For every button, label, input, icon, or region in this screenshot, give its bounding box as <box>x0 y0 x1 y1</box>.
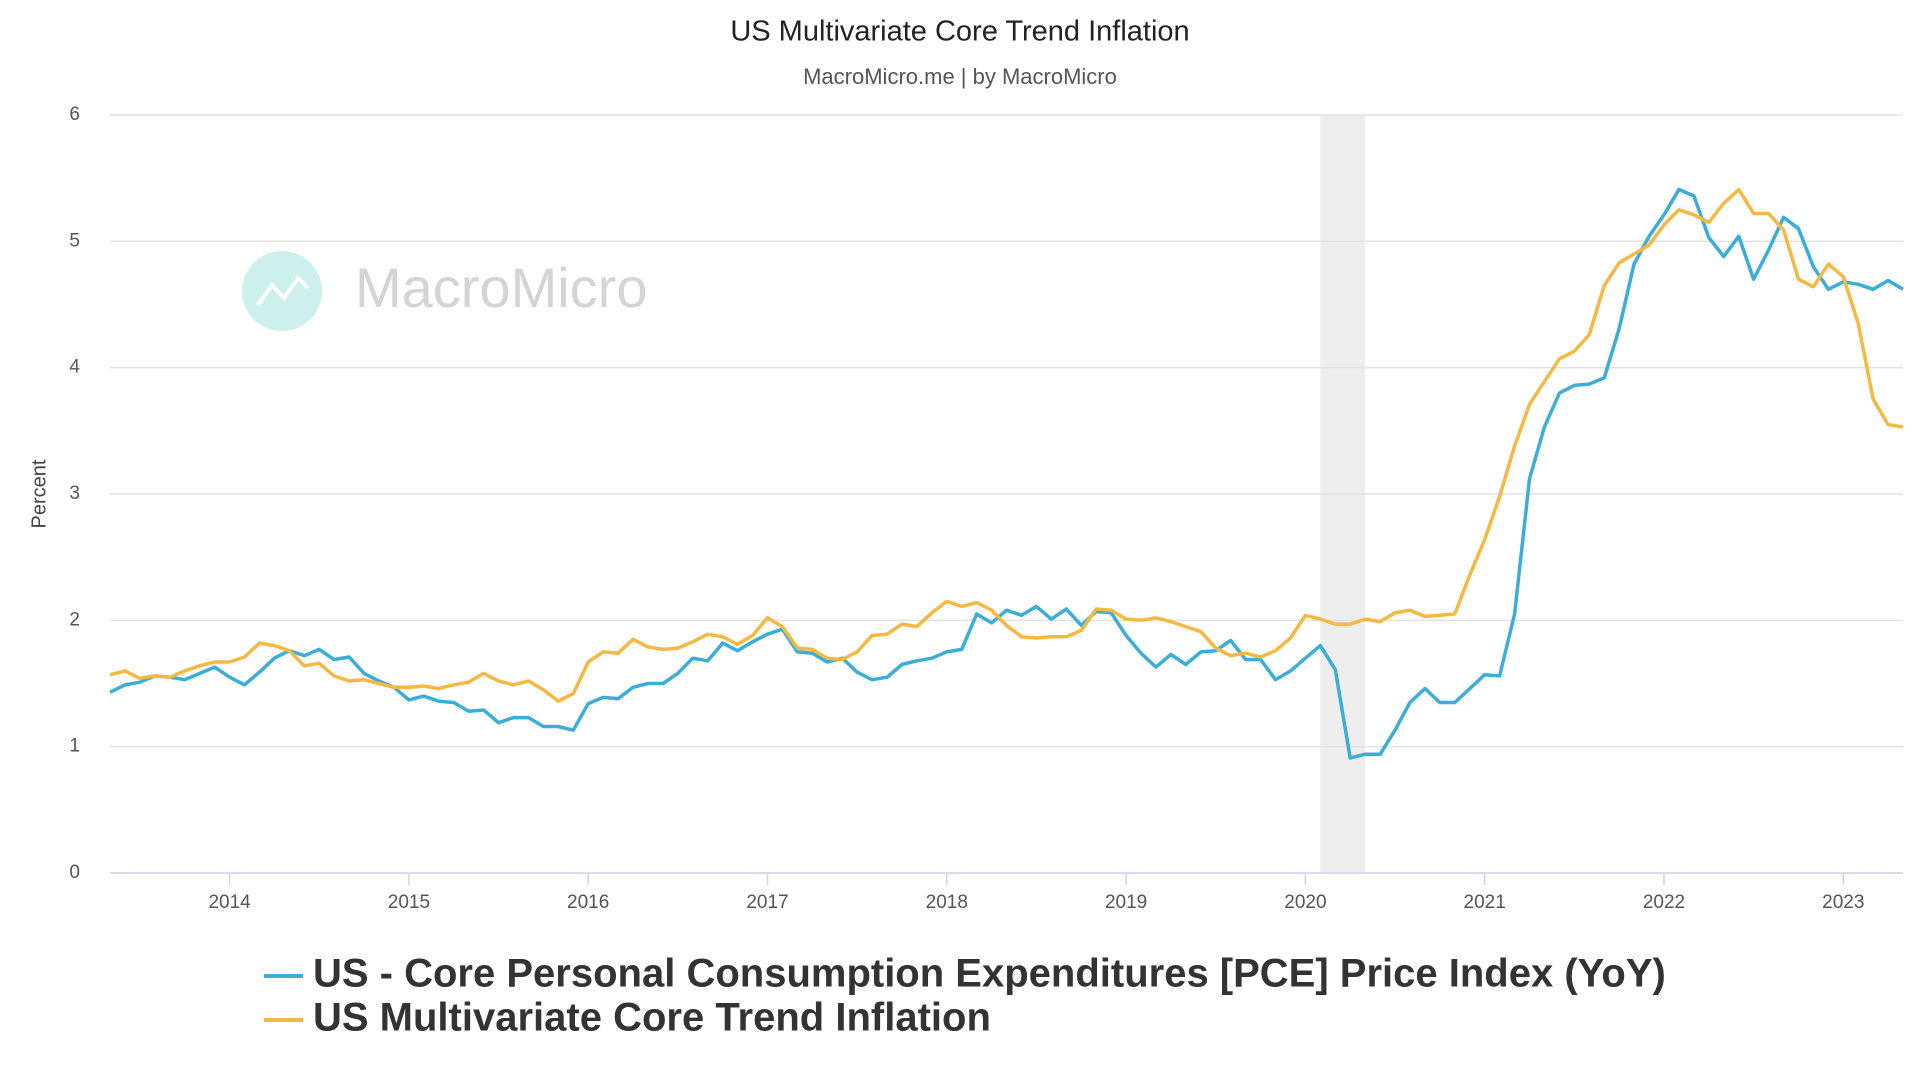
x-tick-label: 2020 <box>1284 892 1326 913</box>
watermark: MacroMicro <box>242 251 647 331</box>
y-tick-label: 6 <box>69 104 80 125</box>
x-tick-label: 2018 <box>926 892 968 913</box>
y-tick-label: 1 <box>69 736 80 757</box>
y-tick-label: 4 <box>69 357 80 378</box>
x-tick-label: 2016 <box>567 892 609 913</box>
legend-label: US - Core Personal Consumption Expenditu… <box>313 952 1666 996</box>
data-line <box>109 187 1904 703</box>
chart-title: US Multivariate Core Trend Inflation <box>730 16 1189 48</box>
data-line <box>109 187 1904 760</box>
legend-item: US Multivariate Core Trend Inflation <box>264 996 991 1040</box>
y-tick-label: 5 <box>69 230 80 251</box>
x-tick-label: 2022 <box>1643 892 1685 913</box>
watermark-icon <box>256 274 310 307</box>
y-tick-label: 0 <box>69 862 80 883</box>
y-tick-label: 2 <box>69 609 80 630</box>
watermark-logo <box>242 251 322 331</box>
legend-label: US Multivariate Core Trend Inflation <box>313 996 991 1040</box>
x-tick-label: 2019 <box>1105 892 1147 913</box>
x-tick-label: 2015 <box>388 892 430 913</box>
chart-subtitle: MacroMicro.me | by MacroMicro <box>803 64 1117 89</box>
y-tick-label: 3 <box>69 483 80 504</box>
watermark-text: MacroMicro <box>355 256 647 319</box>
x-tick-label: 2023 <box>1822 892 1864 913</box>
x-tick-label: 2017 <box>746 892 788 913</box>
y-axis-label: Percent <box>28 459 50 528</box>
x-tick-label: 2021 <box>1464 892 1506 913</box>
x-tick-label: 2014 <box>208 892 251 913</box>
legend-item: US - Core Personal Consumption Expenditu… <box>264 952 1666 996</box>
